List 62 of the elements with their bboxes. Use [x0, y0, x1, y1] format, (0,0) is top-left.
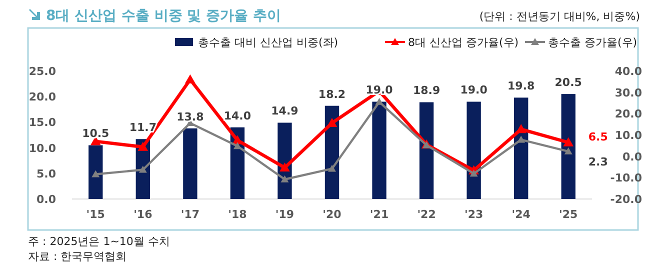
point	[326, 118, 338, 127]
x-tick-label: '16	[134, 208, 153, 221]
data-label: 13.8	[176, 110, 204, 124]
point	[564, 147, 572, 154]
x-tick-label: '21	[370, 208, 389, 221]
point	[233, 142, 242, 150]
x-tick-label: '18	[228, 208, 247, 221]
data-label: 14.9	[271, 104, 298, 118]
point	[328, 164, 336, 172]
y-tick-label: 10.0	[28, 142, 56, 155]
point	[138, 166, 147, 173]
y-tick-label: 20.0	[28, 90, 56, 104]
bar	[419, 102, 434, 199]
x-tick-label: '15	[86, 208, 105, 221]
data-label: 18.2	[318, 88, 346, 101]
text: 주 : 2025년은 1~10월 수치	[28, 235, 170, 248]
y2-tick-label: 30.0	[614, 86, 642, 100]
point	[280, 175, 289, 182]
x-tick-label: '20	[322, 208, 342, 221]
text: 자료 : 한국무역협회	[28, 250, 127, 263]
x-tick-label: '17	[180, 208, 200, 221]
bar	[183, 128, 198, 199]
legend-label: 총수출 증가율(우)	[548, 36, 638, 49]
point	[470, 170, 478, 177]
y-tick-label: 15.0	[28, 116, 56, 130]
x-tick-label: '24	[512, 208, 531, 221]
x-tick-label: '19	[275, 208, 294, 221]
data-label: 6.5	[588, 130, 608, 144]
y2-tick-label: -10.0	[610, 172, 642, 185]
point	[563, 137, 574, 146]
x-tick-label: '23	[464, 208, 484, 221]
chart-title: 8대 신산업 수출 비중 및 증가율 추이	[46, 8, 281, 24]
bar	[561, 94, 576, 199]
y2-tick-label: 0.0	[622, 150, 642, 164]
data-label: 18.9	[412, 84, 440, 98]
bar	[88, 145, 103, 199]
y-tick-label: 5.0	[36, 167, 56, 180]
data-label: 10.5	[82, 127, 110, 140]
legend-label: 총수출 대비 신산업 비중(좌)	[198, 36, 338, 49]
data-label: 20.5	[554, 76, 582, 90]
bar	[372, 102, 386, 199]
bar	[514, 98, 528, 199]
point	[184, 74, 196, 84]
y2-tick-label: 40.0	[614, 65, 642, 78]
y-tick-label: 25.0	[28, 65, 56, 78]
chart-subtitle: (단위 : 전년동기 대비%, 비중%)	[479, 10, 640, 23]
x-tick-label: '25	[559, 208, 578, 221]
data-label: 2.3	[588, 155, 608, 168]
y-tick-label: 0.0	[36, 193, 56, 206]
bar	[466, 102, 481, 199]
data-label: 14.0	[224, 109, 252, 122]
point	[92, 170, 100, 178]
point	[280, 162, 290, 172]
y2-tick-label: -20.0	[610, 193, 642, 206]
y2-tick-label: 10.0	[614, 129, 642, 142]
legend-label: 8대 신산업 증가율(우)	[408, 36, 519, 49]
data-label: 19.8	[508, 80, 535, 93]
point	[138, 142, 148, 151]
point	[375, 98, 384, 105]
x-tick-label: '22	[417, 208, 436, 221]
data-label: 19.0	[460, 84, 488, 97]
y2-tick-label: 20.0	[614, 108, 642, 121]
